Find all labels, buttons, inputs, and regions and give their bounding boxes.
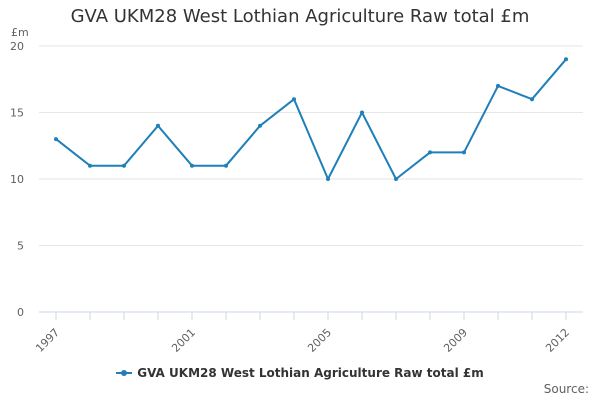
data-point-1999: [122, 163, 126, 168]
data-point-2008: [428, 150, 432, 155]
gridlines: [39, 45, 583, 246]
x-tick-label-2012: 2012: [543, 326, 572, 355]
y-tick-label-5: 5: [17, 240, 24, 253]
legend-swatch-icon: [116, 368, 133, 378]
y-tick-label-15: 15: [10, 107, 24, 120]
data-point-2010: [496, 83, 500, 88]
x-tick-label-1997: 1997: [33, 326, 62, 355]
data-point-2011: [530, 97, 534, 102]
data-point-2004: [292, 97, 296, 102]
data-point-2003: [258, 123, 262, 128]
data-point-2000: [156, 123, 160, 128]
data-point-1998: [88, 163, 92, 168]
data-point-2005: [326, 177, 330, 181]
y-tick-label-0: 0: [17, 306, 24, 319]
y-tick-label-10: 10: [10, 173, 24, 186]
legend-label: GVA UKM28 West Lothian Agriculture Raw t…: [137, 366, 484, 380]
x-tick-label-2005: 2005: [305, 326, 334, 355]
data-point-2009: [462, 150, 466, 155]
data-point-1997: [54, 137, 58, 142]
data-point-2002: [224, 163, 228, 168]
data-point-2007: [394, 177, 398, 181]
y-tick-label-20: 20: [10, 40, 24, 53]
series-layer: [54, 57, 568, 181]
source-label: Source:: [543, 382, 589, 396]
chart-title: GVA UKM28 West Lothian Agriculture Raw t…: [70, 6, 530, 27]
data-point-2006: [360, 110, 364, 115]
series-line-0: [55, 58, 567, 180]
y-axis-unit-label: £m: [11, 26, 29, 39]
legend[interactable]: GVA UKM28 West Lothian Agriculture Raw t…: [0, 366, 600, 380]
data-point-2012: [564, 57, 568, 62]
data-point-2001: [190, 163, 194, 168]
x-tick-label-2009: 2009: [441, 326, 470, 355]
x-tick-label-2001: 2001: [169, 326, 198, 355]
